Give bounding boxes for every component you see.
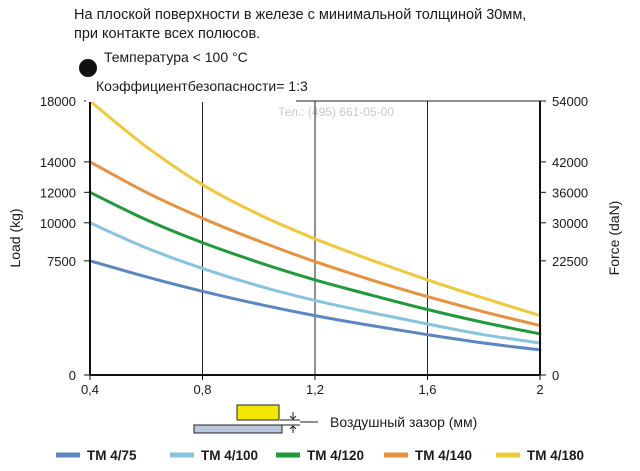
y-axis-title: Load (kg) (7, 208, 23, 267)
gap-arrow-up (289, 425, 297, 433)
series-line-tm-4-100 (88, 221, 542, 345)
y-tick-label-2: 10000 (40, 216, 76, 231)
watermark-phone: Тел.: (495) 661-05-00 (278, 105, 394, 119)
series-line-tm-4-180 (88, 99, 542, 318)
x-tick-label-3: 1,6 (418, 382, 436, 397)
note-safety-factor: Коэффициентбезопасности= 1:3 (96, 78, 308, 94)
header-line-2: при контакте всех полюсов. (74, 26, 260, 42)
x-tick-label-0: 0,4 (81, 382, 99, 397)
y2-tick-label-0: 0 (552, 368, 559, 383)
series-line-tm-4-75 (88, 259, 542, 352)
legend-label-tm-4-120: TM 4/120 (307, 448, 364, 463)
notes-background (86, 60, 296, 102)
legend-label-tm-4-75: TM 4/75 (87, 448, 137, 463)
y2-tick-label-4: 42000 (552, 155, 588, 170)
gap-arrow-down (289, 412, 297, 420)
legend-label-tm-4-140: TM 4/140 (415, 448, 472, 463)
legend: TM 4/75 TM 4/100 TM 4/120 TM 4/140 TM 4/180 (56, 448, 584, 463)
y2-tick-label-2: 30000 (552, 216, 588, 231)
y-tick-label-5: 18000 (40, 94, 76, 109)
series-layer (88, 99, 542, 352)
magnet-schematic (236, 404, 280, 421)
y-tick-label-0: 0 (69, 368, 76, 383)
note-temperature: Температура < 100 °C (104, 49, 248, 65)
y2-tick-label-3: 36000 (552, 185, 588, 200)
header-line-1: На плоской поверхности в железе с минима… (74, 7, 526, 23)
y-tick-label-3: 12000 (40, 185, 76, 200)
air-gap-label: Воздушный зазор (мм) (330, 414, 477, 430)
y-tick-label-4: 14000 (40, 155, 76, 170)
x-tick-label-1: 0,8 (193, 382, 211, 397)
x-tick-label-2: 1,2 (306, 382, 324, 397)
axis-pin-marker (79, 59, 97, 77)
y-tick-label-1: 7500 (47, 254, 76, 269)
tick-layer: 0 7500 10000 12000 14000 18000 0 22500 30000 3600… (40, 94, 588, 397)
legend-label-tm-4-180: TM 4/180 (527, 448, 584, 463)
y2-tick-label-1: 22500 (552, 254, 588, 269)
x-tick-label-4: 2 (536, 382, 543, 397)
legend-label-tm-4-100: TM 4/100 (201, 448, 258, 463)
y2-tick-label-5: 54000 (552, 94, 588, 109)
series-line-tm-4-120 (88, 190, 542, 336)
y2-axis-title: Force (daN) (606, 201, 622, 276)
steel-plate-schematic (193, 424, 283, 434)
series-line-tm-4-140 (88, 160, 542, 327)
